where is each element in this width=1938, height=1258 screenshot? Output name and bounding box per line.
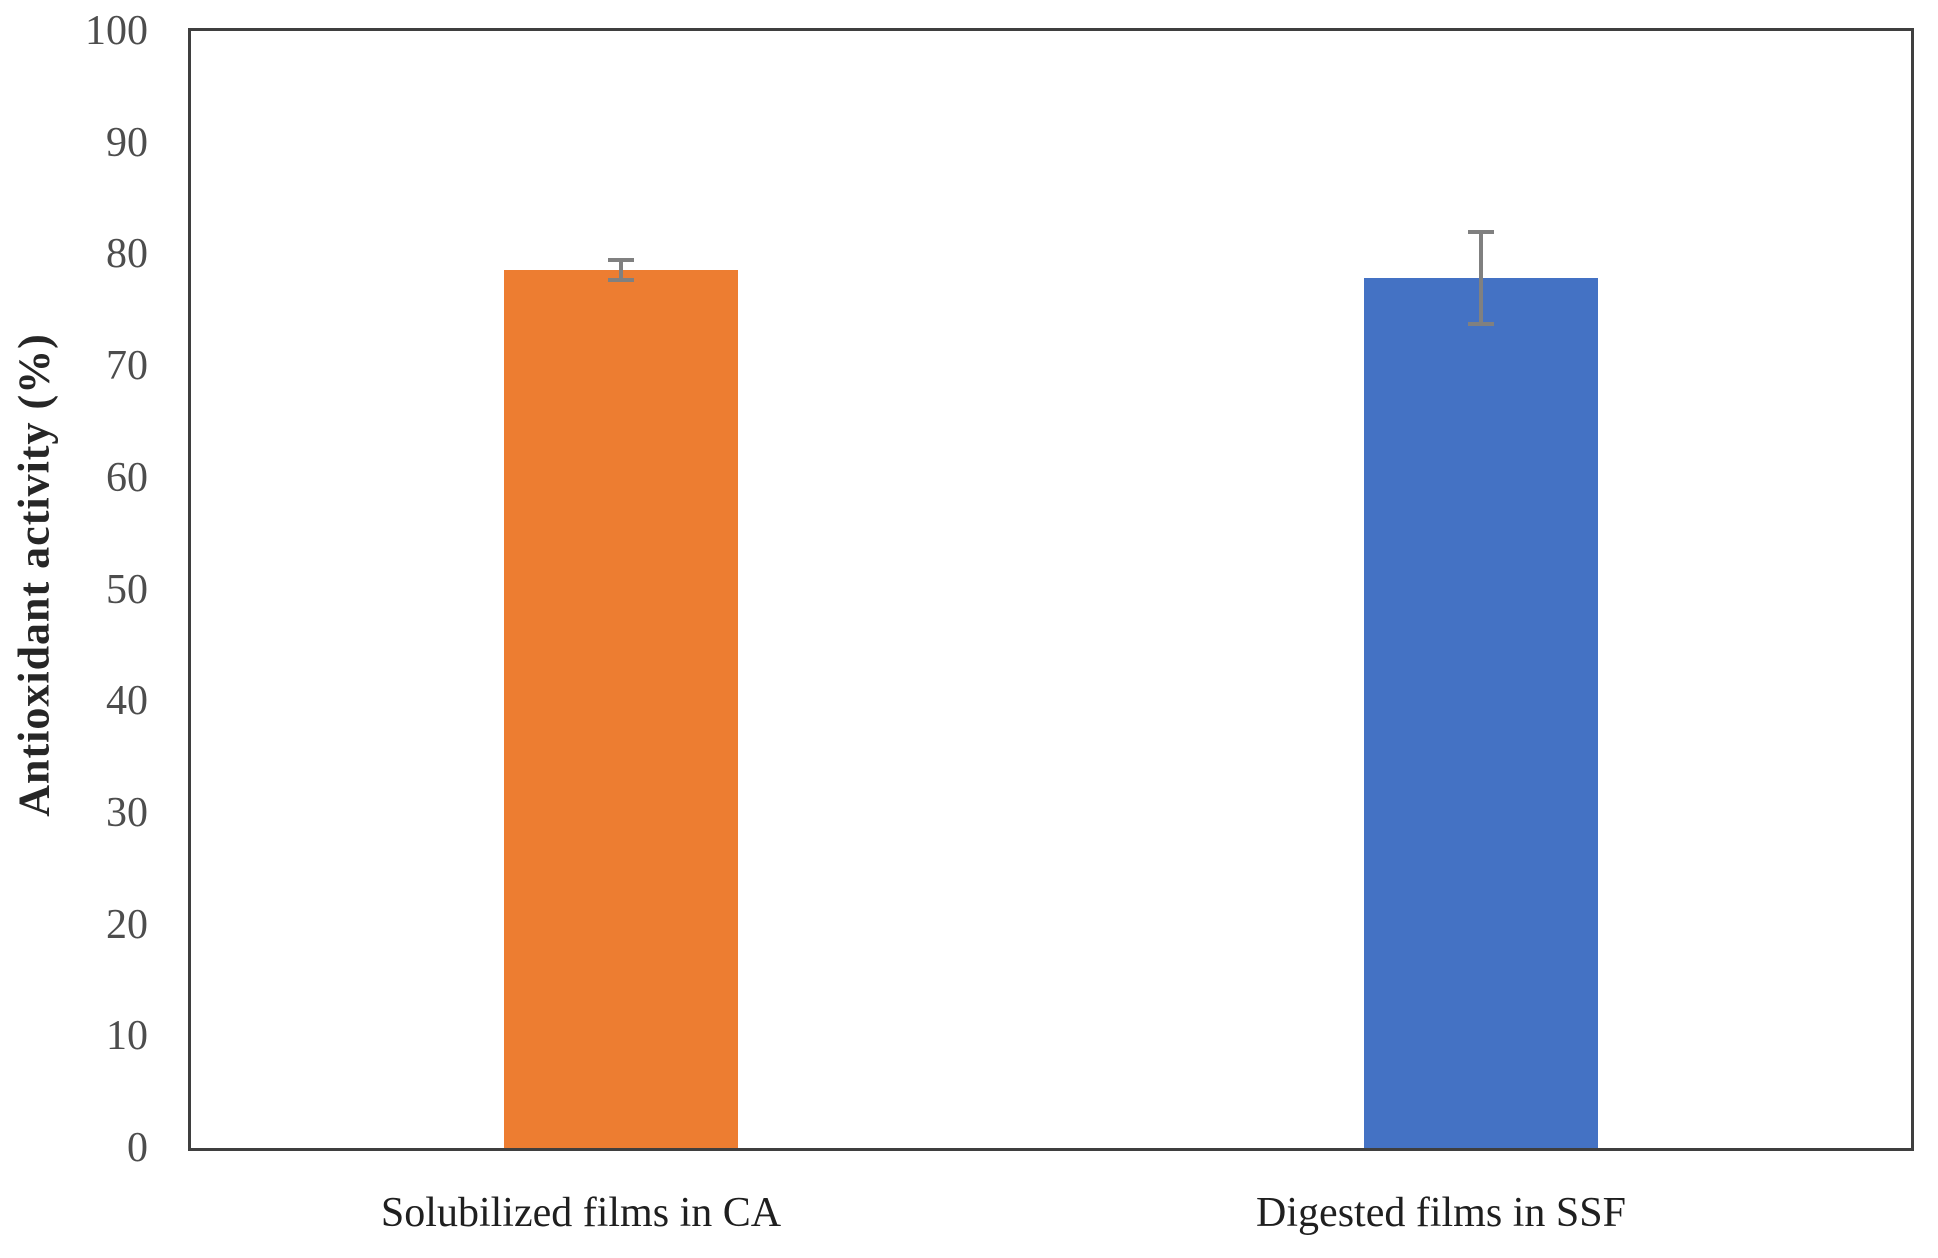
- y-tick-label-0: 0: [127, 1125, 148, 1171]
- y-tick-label-40: 40: [106, 678, 148, 725]
- bar-digested-films-in-ssf: [1364, 277, 1598, 1148]
- y-tick-label-20: 20: [106, 901, 148, 948]
- error-bar-line-digested-films-in-ssf: [1479, 232, 1483, 324]
- bar-solubilized-films-in-ca: [504, 270, 738, 1148]
- y-tick-label-60: 60: [106, 454, 148, 501]
- y-tick-label-30: 30: [106, 789, 148, 836]
- y-tick-label-50: 50: [106, 566, 148, 613]
- x-category-label-solubilized-films-in-ca: Solubilized films in CA: [380, 1190, 782, 1236]
- error-bar-top-cap-digested-films-in-ssf: [1468, 230, 1494, 235]
- y-tick-label-80: 80: [106, 231, 148, 278]
- y-tick-label-70: 70: [106, 343, 148, 390]
- error-bar-bottom-cap-digested-films-in-ssf: [1468, 321, 1494, 326]
- error-bar-line-solubilized-films-in-ca: [619, 259, 623, 281]
- error-bar-top-cap-solubilized-films-in-ca: [608, 257, 634, 262]
- error-bar-bottom-cap-solubilized-films-in-ca: [608, 278, 634, 283]
- y-tick-label-100: 100: [85, 8, 148, 54]
- plot-area: [188, 28, 1914, 1151]
- x-category-label-digested-films-in-ssf: Digested films in SSF: [1256, 1190, 1626, 1236]
- y-tick-label-90: 90: [106, 119, 148, 166]
- y-tick-label-10: 10: [106, 1013, 148, 1060]
